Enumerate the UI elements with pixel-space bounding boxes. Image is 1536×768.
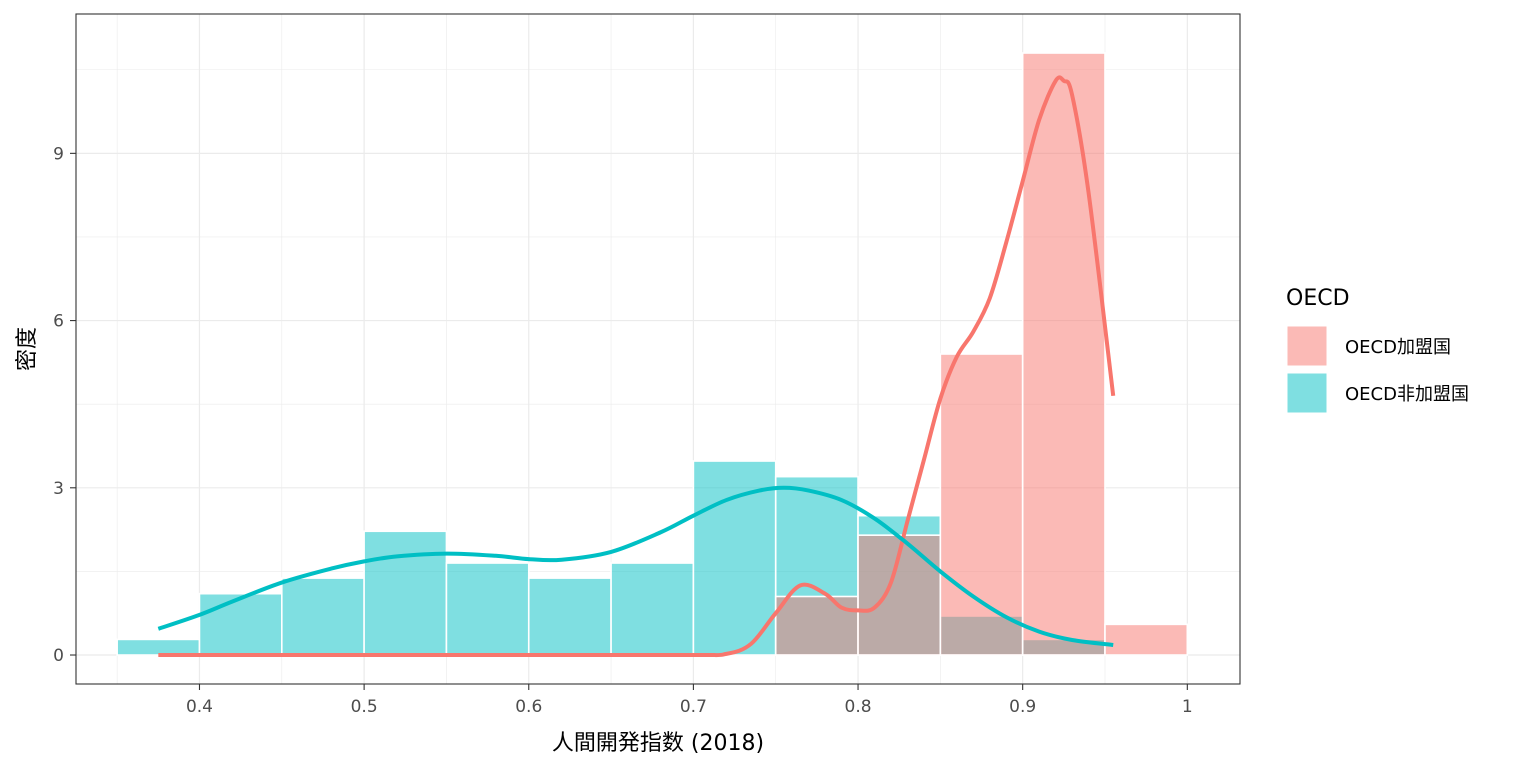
histogram-bar-oecd-member <box>1104 623 1189 656</box>
legend-key-oecd-member <box>1286 325 1328 367</box>
density-curves <box>157 75 1116 658</box>
x-axis-ticks: 0.4 0.5 0.6 0.7 0.8 0.9 1 <box>186 684 1193 717</box>
histogram-bar-oecd-nonmember <box>610 562 695 656</box>
x-tick-label: 0.9 <box>1009 697 1036 717</box>
x-tick-label: 1 <box>1182 697 1193 717</box>
y-axis-title: 密度 <box>15 327 40 371</box>
y-tick-label: 6 <box>53 312 64 332</box>
y-tick-label: 0 <box>53 646 64 666</box>
x-tick-label: 0.5 <box>351 697 378 717</box>
histogram-bar-oecd-nonmember <box>280 577 365 656</box>
x-tick-label: 0.7 <box>680 697 707 717</box>
y-axis-ticks: 0 3 6 9 <box>53 144 76 666</box>
x-tick-label: 0.8 <box>845 697 872 717</box>
histogram-bar-oecd-member <box>774 595 859 656</box>
histogram-bar-oecd-nonmember <box>198 592 283 656</box>
density-curve-oecd-nonmember <box>157 485 1114 647</box>
histogram-bar-oecd-member <box>939 353 1024 656</box>
x-tick-label: 0.6 <box>515 697 542 717</box>
histogram-bar-oecd-nonmember <box>116 638 201 656</box>
plot-panel-border <box>75 13 1241 685</box>
x-tick-label: 0.4 <box>186 697 213 717</box>
y-tick-label: 9 <box>53 144 64 164</box>
histogram-bar-oecd-member <box>1021 52 1106 656</box>
y-tick-label: 3 <box>53 479 64 499</box>
histogram-bar-oecd-nonmember <box>692 460 777 656</box>
x-axis-title: 人間開発指数 (2018) <box>552 731 764 756</box>
legend-label-oecd-nonmember: OECD非加盟国 <box>1345 384 1469 405</box>
legend-key-oecd-nonmember <box>1286 372 1328 414</box>
histogram-bar-oecd-nonmember <box>363 530 448 656</box>
histogram-bar-oecd-nonmember <box>445 562 530 656</box>
density-curve-oecd-member <box>158 75 1116 658</box>
legend-title: OECD <box>1286 286 1350 311</box>
histogram-bar-oecd-nonmember <box>527 577 612 656</box>
legend: OECD OECD加盟国 OECD非加盟国 <box>1286 286 1469 414</box>
legend-label-oecd-member: OECD加盟国 <box>1345 337 1451 358</box>
